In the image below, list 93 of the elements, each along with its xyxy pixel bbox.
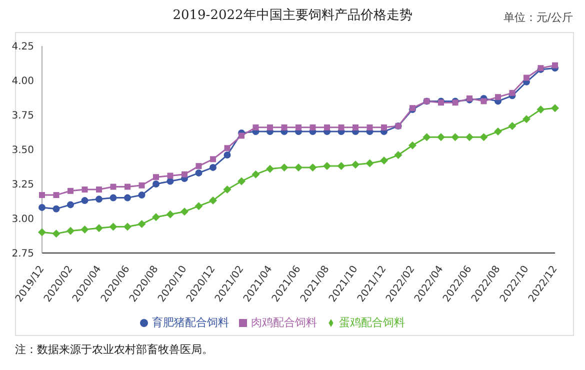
- point: [422, 133, 431, 142]
- point: [552, 62, 558, 68]
- point: [294, 163, 302, 172]
- point: [82, 186, 88, 193]
- point: [495, 94, 501, 100]
- point: [522, 115, 530, 124]
- point: [224, 145, 230, 152]
- point: [238, 132, 244, 139]
- point: [324, 124, 330, 130]
- point: [524, 74, 530, 81]
- point: [323, 162, 331, 170]
- point: [252, 170, 260, 178]
- y-tick-label: 4.25: [12, 42, 34, 53]
- point: [209, 196, 217, 205]
- point: [394, 151, 402, 160]
- point: [152, 180, 160, 188]
- point: [138, 192, 146, 199]
- point: [252, 124, 259, 130]
- legend-label: 育肥猪配合饲料: [152, 316, 229, 329]
- point: [53, 192, 60, 198]
- point: [109, 222, 118, 231]
- point: [352, 160, 360, 169]
- point: [480, 98, 487, 104]
- point: [38, 204, 46, 211]
- point: [138, 182, 145, 188]
- point: [110, 194, 117, 202]
- point: [338, 124, 344, 130]
- point: [280, 163, 288, 172]
- point: [281, 124, 288, 130]
- point: [366, 124, 373, 130]
- text: 注：数据来源于农业农村部畜牧兽医局。: [15, 342, 213, 357]
- point: [352, 124, 358, 130]
- point: [38, 228, 46, 236]
- point: [337, 162, 346, 170]
- point: [196, 163, 202, 170]
- point: [124, 194, 131, 202]
- point: [466, 133, 474, 142]
- point: [52, 230, 60, 238]
- point: [451, 133, 460, 142]
- point: [110, 184, 116, 190]
- point: [551, 104, 559, 112]
- point: [308, 163, 317, 172]
- y-tick-label: 3.75: [12, 110, 34, 122]
- y-tick-label: 3.25: [12, 180, 34, 191]
- point: [380, 156, 388, 165]
- point: [267, 124, 273, 130]
- legend-label: 蛋鸡配合饲料: [339, 316, 405, 329]
- point: [166, 210, 174, 218]
- point: [180, 208, 188, 216]
- y-tick-label: 3.00: [12, 214, 34, 226]
- point: [52, 205, 60, 212]
- point: [96, 196, 102, 203]
- point: [381, 124, 387, 130]
- point: [153, 174, 159, 180]
- point: [96, 186, 102, 193]
- point: [124, 222, 132, 231]
- chart-title: 2019-2022年中国主要饲料产品价格走势: [172, 8, 412, 23]
- point: [366, 159, 374, 168]
- point: [508, 122, 516, 130]
- point: [266, 164, 274, 173]
- point: [152, 213, 160, 222]
- point: [296, 124, 302, 130]
- point: [81, 197, 88, 204]
- point: [194, 202, 203, 210]
- point: [166, 178, 174, 185]
- point: [238, 177, 246, 186]
- point: [210, 156, 216, 162]
- y-tick-label: 4.00: [12, 76, 34, 88]
- point: [138, 220, 146, 228]
- point: [437, 133, 445, 142]
- point: [124, 184, 130, 190]
- point: [536, 105, 545, 114]
- legend-label: 肉鸡配合饲料: [251, 316, 317, 329]
- point: [167, 172, 174, 179]
- point: [210, 164, 216, 171]
- point: [310, 124, 316, 130]
- point: [66, 226, 74, 235]
- point: [67, 201, 74, 208]
- y-tick-label: 2.75: [12, 248, 34, 260]
- text: 单位：元/公斤: [503, 10, 573, 25]
- y-tick-label: 3.50: [12, 145, 34, 156]
- point: [223, 186, 232, 194]
- point: [39, 192, 45, 198]
- point: [95, 224, 103, 232]
- point: [224, 152, 231, 159]
- point: [195, 169, 202, 176]
- point: [182, 171, 188, 178]
- point: [494, 128, 502, 136]
- point: [68, 188, 74, 194]
- point: [509, 90, 516, 96]
- point: [408, 141, 416, 150]
- point: [480, 133, 488, 142]
- point: [80, 226, 89, 234]
